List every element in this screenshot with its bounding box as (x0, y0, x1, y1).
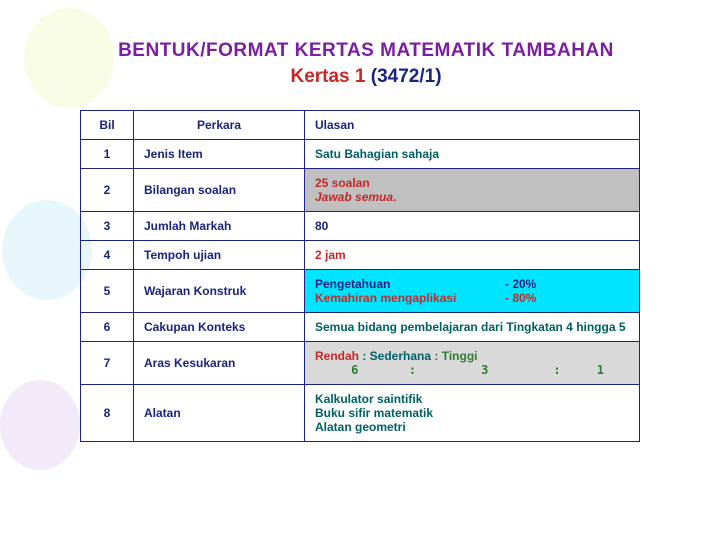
cell-bil: 4 (81, 241, 134, 270)
col-perkara: Perkara (134, 111, 305, 140)
cell-ulasan: 2 jam (305, 241, 640, 270)
text: Pengetahuan (315, 277, 390, 291)
table-row: 2 Bilangan soalan 25 soalan Jawab semua. (81, 169, 640, 212)
text: Kalkulator saintifik (315, 392, 422, 406)
cell-perkara: Jenis Item (134, 140, 305, 169)
table-header-row: Bil Perkara Ulasan (81, 111, 640, 140)
table-row: 4 Tempoh ujian 2 jam (81, 241, 640, 270)
cell-ulasan: 80 (305, 212, 640, 241)
text: : Tinggi (434, 349, 477, 363)
page-subtitle: Kertas 1 (3472/1) (80, 66, 652, 88)
cell-perkara: Alatan (134, 385, 305, 442)
text: : Sederhana (362, 349, 434, 363)
cell-perkara: Jumlah Markah (134, 212, 305, 241)
cell-bil: 8 (81, 385, 134, 442)
cell-bil: 2 (81, 169, 134, 212)
cell-bil: 6 (81, 313, 134, 342)
cell-perkara: Tempoh ujian (134, 241, 305, 270)
table-row: 3 Jumlah Markah 80 (81, 212, 640, 241)
cell-perkara: Bilangan soalan (134, 169, 305, 212)
cell-perkara: Cakupan Konteks (134, 313, 305, 342)
cell-bil: 3 (81, 212, 134, 241)
cell-bil: 1 (81, 140, 134, 169)
table-row: 1 Jenis Item Satu Bahagian sahaja (81, 140, 640, 169)
text: . (393, 190, 396, 204)
col-bil: Bil (81, 111, 134, 140)
cell-ulasan: 25 soalan Jawab semua. (305, 169, 640, 212)
text: - 80% (505, 291, 536, 305)
cell-ulasan: Semua bidang pembelajaran dari Tingkatan… (305, 313, 640, 342)
text: 6 : 3 : 1 (315, 363, 604, 377)
cell-bil: 7 (81, 342, 134, 385)
cell-ulasan: Pengetahuan - 20% Kemahiran mengaplikasi… (305, 270, 640, 313)
cell-ulasan: Rendah : Sederhana : Tinggi 6 : 3 : 1 (305, 342, 640, 385)
table-row: 5 Wajaran Konstruk Pengetahuan - 20% Kem… (81, 270, 640, 313)
text: Buku sifir matematik (315, 406, 433, 420)
cell-perkara: Wajaran Konstruk (134, 270, 305, 313)
text: Jawab semua (315, 190, 393, 204)
text: Kemahiran mengaplikasi (315, 291, 456, 305)
cell-ulasan: Kalkulator saintifik Buku sifir matemati… (305, 385, 640, 442)
text: - 20% (505, 277, 536, 291)
format-table: Bil Perkara Ulasan 1 Jenis Item Satu Bah… (80, 110, 640, 442)
table-row: 8 Alatan Kalkulator saintifik Buku sifir… (81, 385, 640, 442)
page-title: BENTUK/FORMAT KERTAS MATEMATIK TAMBAHAN (80, 40, 652, 62)
text: 25 soalan (315, 176, 370, 190)
subtitle-code: (3472/1) (371, 66, 442, 87)
cell-bil: 5 (81, 270, 134, 313)
cell-perkara: Aras Kesukaran (134, 342, 305, 385)
table-row: 7 Aras Kesukaran Rendah : Sederhana : Ti… (81, 342, 640, 385)
text: 2 jam (315, 248, 346, 262)
subtitle-kertas: Kertas 1 (290, 66, 365, 87)
cell-ulasan: Satu Bahagian sahaja (305, 140, 640, 169)
text: Rendah (315, 349, 362, 363)
col-ulasan: Ulasan (305, 111, 640, 140)
slide-content: BENTUK/FORMAT KERTAS MATEMATIK TAMBAHAN … (0, 0, 712, 462)
text: Alatan geometri (315, 420, 406, 434)
table-row: 6 Cakupan Konteks Semua bidang pembelaja… (81, 313, 640, 342)
